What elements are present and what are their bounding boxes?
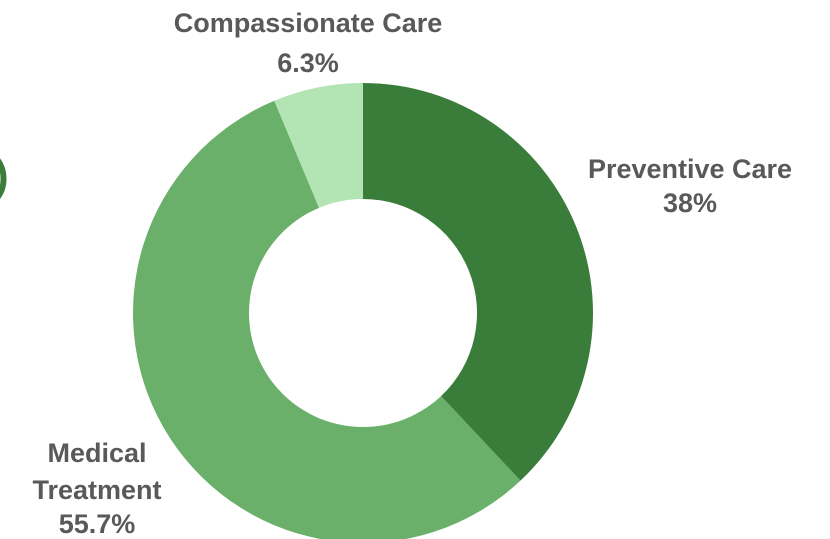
data-label-compassionate-care-name: Compassionate Care bbox=[174, 8, 443, 38]
data-label-compassionate-care-value: 6.3% bbox=[277, 48, 339, 78]
clipped-title-fragment: ) bbox=[0, 154, 9, 198]
slice-preventive-care bbox=[363, 83, 593, 481]
data-label-medical-treatment-name: Treatment bbox=[32, 475, 161, 505]
data-label-medical-treatment-value: 55.7% bbox=[59, 509, 136, 539]
data-label-medical-treatment-name: Medical bbox=[47, 438, 146, 468]
slice-compassionate-care bbox=[274, 83, 363, 208]
data-label-preventive-care-name: Preventive Care bbox=[588, 154, 792, 184]
slice-medical-treatment bbox=[133, 100, 521, 539]
data-label-preventive-care-value: 38% bbox=[663, 188, 717, 218]
